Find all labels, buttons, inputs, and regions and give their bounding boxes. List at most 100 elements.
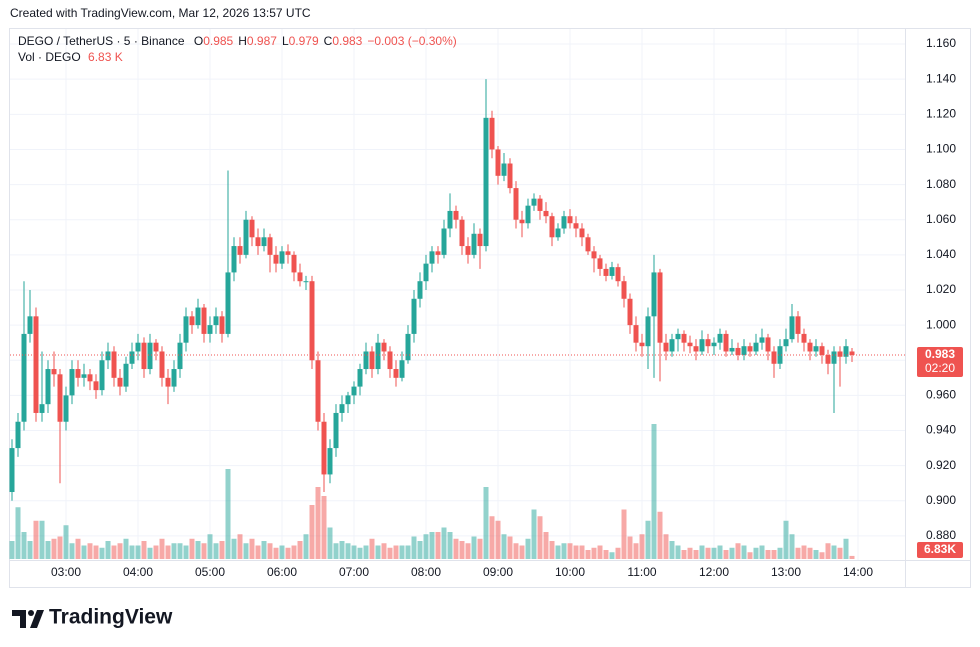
candle-body	[537, 198, 543, 211]
ohlc-value: 0.983	[332, 34, 362, 48]
volume-bar	[285, 547, 291, 559]
y-tick-label: 1.000	[926, 317, 956, 331]
volume-legend: Vol · DEGO 6.83 K	[18, 50, 123, 64]
candle-body	[27, 316, 33, 334]
brand-logo: TradingView	[12, 606, 173, 629]
volume-bar	[267, 543, 273, 559]
volume-bar	[177, 543, 183, 559]
volume-bar	[801, 545, 807, 559]
volume-bar	[495, 520, 501, 559]
volume-bar	[735, 543, 741, 559]
y-tick-label: 0.920	[926, 458, 956, 472]
volume-bar	[555, 545, 561, 559]
volume-bar	[807, 547, 813, 559]
volume-bar	[105, 541, 111, 559]
candle-body	[573, 223, 579, 229]
candle-body	[561, 216, 567, 229]
x-tick-label: 07:00	[339, 565, 369, 579]
candle-body	[177, 342, 183, 370]
price-badge	[917, 346, 963, 377]
volume-bar	[21, 532, 27, 559]
volume-bar	[255, 545, 261, 559]
volume-bar	[393, 545, 399, 559]
volume-bar	[633, 543, 639, 559]
volume-bar	[249, 538, 255, 559]
candle-body	[609, 267, 615, 276]
volume-bar	[465, 543, 471, 559]
volume-bar	[327, 527, 333, 559]
volume-bar	[75, 538, 81, 559]
volume-bar	[831, 545, 837, 559]
volume-bar	[297, 541, 303, 559]
volume-bar	[111, 545, 117, 559]
candle-body	[831, 351, 837, 364]
volume-bar	[339, 541, 345, 559]
volume-bar	[57, 536, 63, 559]
candle-body	[243, 219, 249, 255]
candle-body	[351, 386, 357, 396]
x-tick-label: 04:00	[123, 565, 153, 579]
logo-icon	[12, 610, 26, 628]
candle-body	[675, 333, 681, 340]
candle-body	[393, 369, 399, 378]
volume-bar	[171, 543, 177, 559]
candle-body	[309, 281, 315, 361]
candle-body	[603, 268, 609, 276]
volume-bar	[711, 547, 717, 559]
volume-bar	[363, 545, 369, 559]
candle-body	[123, 363, 129, 387]
ohlc-key: O	[194, 34, 203, 48]
x-tick-label: 06:00	[267, 565, 297, 579]
y-tick-label: 1.020	[926, 282, 956, 296]
change: −0.003 (−0.30%)	[367, 34, 456, 48]
candle-body	[417, 281, 423, 299]
y-tick-label: 1.100	[926, 142, 956, 156]
volume-bar	[459, 541, 465, 559]
candle-body	[183, 316, 189, 343]
volume-bar	[651, 424, 657, 559]
candle-body	[687, 342, 693, 347]
candle-body	[33, 316, 39, 413]
candle-body	[783, 339, 789, 347]
volume-bar	[309, 505, 315, 559]
candle-body	[495, 149, 501, 176]
volume-value: 6.83 K	[88, 50, 123, 64]
volume-bar	[291, 545, 297, 559]
volume-bar	[579, 545, 585, 559]
volume-bar	[825, 543, 831, 559]
candle-body	[477, 233, 483, 247]
candle-body	[801, 333, 807, 343]
candle-body	[327, 448, 333, 475]
candle-body	[63, 395, 69, 422]
volume-bar	[39, 520, 45, 559]
y-tick-label: 1.120	[926, 106, 956, 120]
candle-body	[231, 246, 237, 273]
candle-body	[507, 163, 513, 189]
candle-body	[735, 347, 741, 355]
ohlc-key: L	[282, 34, 289, 48]
candle-body	[105, 351, 111, 361]
brand-name: TradingView	[49, 606, 173, 629]
volume-bar	[153, 545, 159, 559]
volume-bar	[567, 543, 573, 559]
volume-bar	[45, 541, 51, 559]
volume-bar	[123, 538, 129, 559]
volume-bar	[99, 547, 105, 559]
volume-bar	[561, 543, 567, 559]
candle-body	[237, 246, 243, 255]
volume-bar	[507, 536, 513, 559]
volume-bar	[165, 545, 171, 559]
candle-body	[681, 333, 687, 343]
candle-body	[549, 216, 555, 238]
candle-body	[51, 369, 57, 375]
candle-body	[339, 404, 345, 413]
candle-body	[543, 210, 549, 217]
volume-bar	[843, 538, 849, 559]
candle-body	[795, 316, 801, 334]
candle-body	[471, 233, 477, 255]
candle-body	[591, 251, 597, 259]
candle-body	[255, 237, 261, 247]
candle-body	[399, 360, 405, 378]
candle-body	[249, 219, 255, 238]
volume-bar	[141, 541, 147, 559]
